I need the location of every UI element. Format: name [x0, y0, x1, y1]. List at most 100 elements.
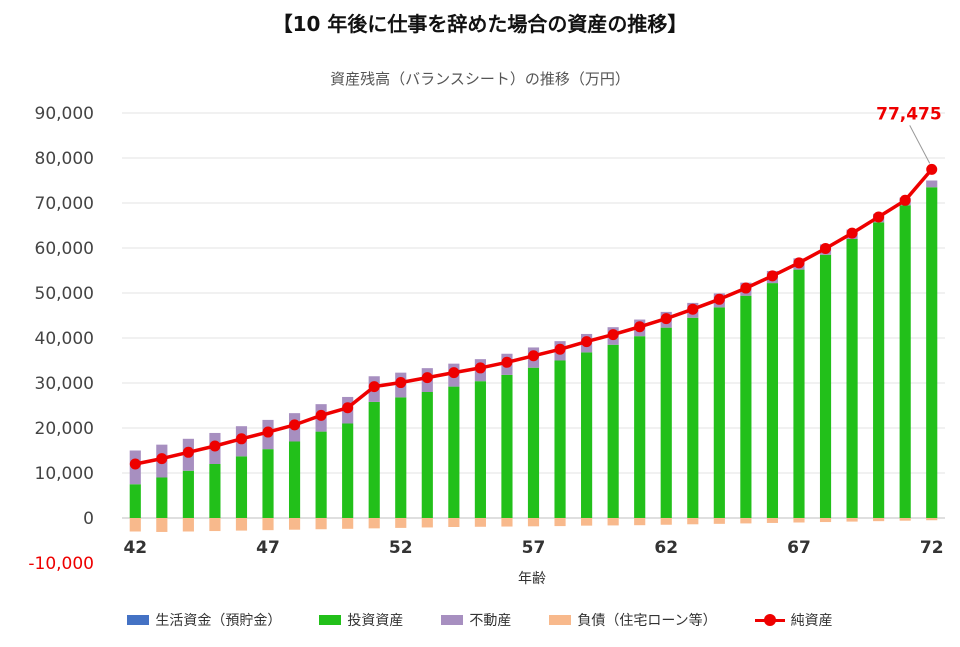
net-asset-point	[235, 433, 247, 445]
legend-item-investments: 投資資産	[319, 610, 403, 630]
y-tick-label: 0	[83, 509, 94, 529]
net-asset-point	[581, 336, 593, 348]
bar-segment	[819, 518, 832, 523]
bar-segment	[793, 269, 805, 518]
net-asset-point	[687, 303, 699, 315]
bar-segment	[527, 518, 540, 527]
y-tick-label: 30,000	[35, 374, 94, 394]
bar-segment	[554, 360, 566, 518]
bar-segment	[209, 518, 221, 532]
net-asset-point	[528, 350, 539, 362]
net-asset-point	[395, 377, 407, 389]
net-asset-point	[209, 440, 221, 452]
net-asset-point	[793, 257, 805, 269]
bar-segment	[846, 518, 858, 522]
net-asset-point	[899, 194, 911, 206]
annotation-leader-line	[909, 125, 931, 164]
bar-segment	[926, 187, 938, 518]
bar-segment	[474, 381, 486, 518]
bar-segment	[262, 518, 274, 531]
bar-segment	[607, 344, 619, 518]
x-tick-label: 47	[256, 538, 280, 558]
bar-segment	[713, 518, 725, 524]
bar-segment	[448, 518, 460, 527]
net-asset-point	[766, 270, 778, 282]
bar-segment	[899, 205, 911, 518]
net-asset-point	[820, 242, 832, 254]
bar-segment	[607, 518, 619, 526]
bar-segment	[581, 352, 593, 518]
bar-segment	[315, 431, 327, 518]
net-asset-point	[873, 211, 885, 223]
bar-segment	[819, 254, 832, 518]
legend-swatch-liabilities	[549, 615, 572, 625]
net-asset-point	[634, 321, 646, 333]
legend-label-liabilities: 負債（住宅ローン等）	[577, 613, 717, 629]
legend-swatch-investments	[319, 615, 342, 625]
bar-segment	[501, 518, 513, 527]
net-asset-point	[342, 402, 354, 414]
bar-segment	[766, 283, 779, 518]
bar-segment	[182, 518, 194, 532]
bar-segment	[766, 518, 779, 523]
y-tick-label: 60,000	[35, 239, 94, 259]
bar-segment	[395, 518, 407, 528]
y-tick-label: 20,000	[35, 419, 94, 439]
net-asset-point	[740, 282, 752, 294]
y-tick-label: 50,000	[35, 284, 94, 304]
net-asset-point	[501, 356, 513, 368]
bar-segment	[899, 518, 911, 521]
net-asset-point	[926, 163, 938, 175]
y-tick-label: 40,000	[35, 329, 94, 349]
bar-segment	[156, 477, 168, 518]
bar-segment	[421, 518, 433, 528]
chart-title: 【10 年後に仕事を辞めた場合の資産の推移】	[272, 12, 688, 36]
bar-segment	[315, 518, 327, 530]
net-asset-point	[182, 446, 194, 458]
bars	[129, 180, 938, 532]
y-tick-label: 10,000	[35, 464, 94, 484]
bar-segment	[527, 367, 540, 518]
bar-segment	[368, 518, 380, 529]
bar-segment	[288, 441, 301, 518]
bar-segment	[288, 518, 301, 530]
net-asset-point	[315, 409, 327, 421]
bar-segment	[235, 518, 248, 531]
bar-segment	[262, 449, 274, 518]
bar-segment	[687, 518, 699, 525]
net-asset-point	[846, 227, 858, 239]
bar-segment	[793, 518, 805, 523]
bar-segment	[846, 239, 858, 518]
legend-label-investments: 投資資産	[347, 613, 404, 629]
bar-segment	[873, 222, 885, 518]
bar-segment	[474, 518, 486, 527]
net-asset-line	[129, 163, 938, 470]
bar-segment	[421, 392, 433, 518]
bar-segment	[660, 518, 672, 525]
bar-segment	[926, 180, 938, 188]
x-tick-label: 72	[920, 538, 944, 558]
legend-swatch-real-estate	[441, 615, 464, 625]
legend-label-real-estate: 不動産	[469, 613, 512, 629]
bar-segment	[156, 518, 168, 532]
bar-segment	[368, 401, 380, 518]
net-asset-point	[660, 313, 672, 325]
net-asset-point	[448, 367, 460, 379]
net-asset-point	[129, 458, 141, 470]
bar-segment	[740, 295, 752, 518]
net-asset-point	[607, 329, 619, 341]
bar-segment	[926, 518, 938, 521]
x-tick-label: 67	[787, 538, 811, 558]
net-asset-point	[421, 372, 433, 384]
y-axis-ticks: 90,000 80,000 70,000 60,000 50,000 40,000 30,0…	[28, 104, 94, 574]
legend-item-savings: 生活資金（預貯金）	[127, 610, 281, 630]
bar-segment	[235, 456, 248, 518]
bar-segment	[395, 397, 407, 518]
chart-subtitle: 資産残高（バランスシート）の推移（万円）	[330, 70, 630, 88]
bar-segment	[687, 317, 699, 518]
net-asset-point	[262, 426, 274, 438]
net-asset-point	[368, 381, 380, 393]
bar-segment	[129, 518, 141, 532]
y-tick-label: 80,000	[35, 149, 94, 169]
